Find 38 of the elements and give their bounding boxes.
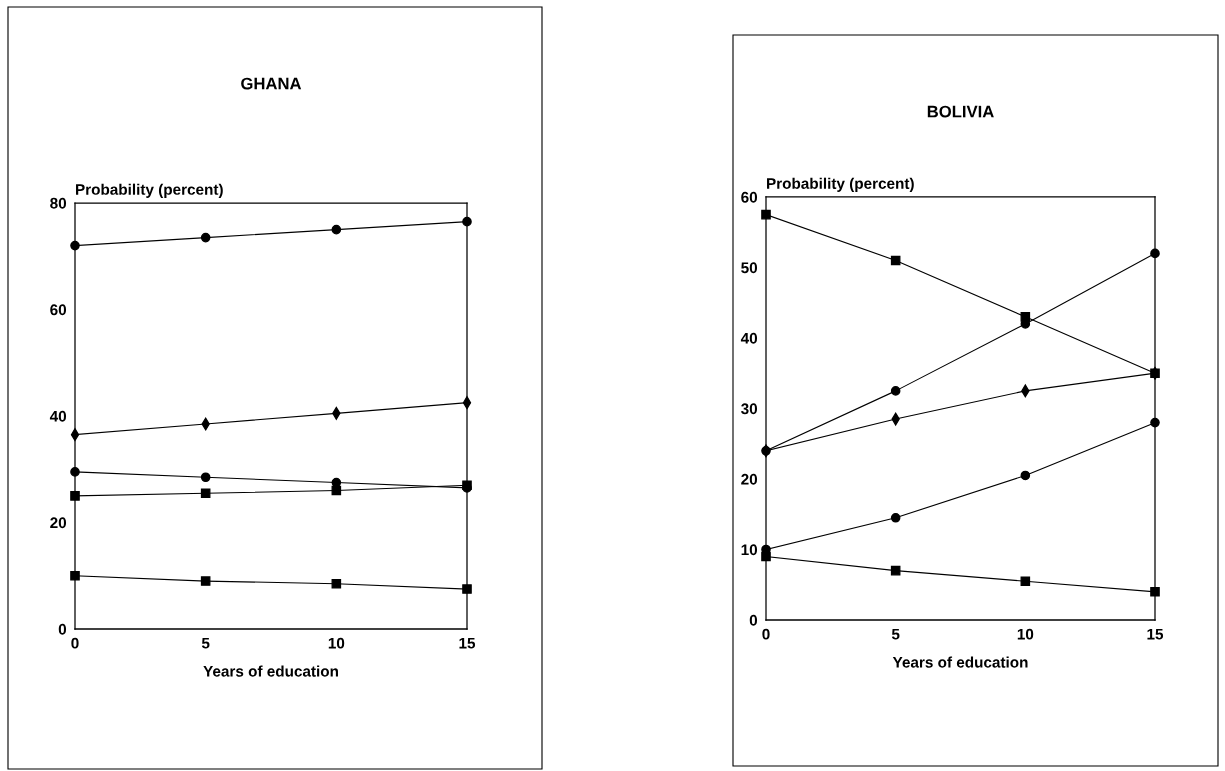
y-tick-label: 50 bbox=[741, 262, 758, 274]
y-tick-label: 60 bbox=[50, 304, 67, 316]
y-tick-label: 10 bbox=[741, 544, 758, 556]
x-axis-title: Years of education bbox=[892, 656, 1028, 668]
point bbox=[890, 255, 901, 266]
point bbox=[890, 512, 901, 523]
y-tick-label: 40 bbox=[49, 410, 67, 422]
x-tick-label: 5 bbox=[201, 637, 210, 649]
chart-title: GHANA bbox=[241, 77, 302, 90]
y-tick-label: 40 bbox=[740, 332, 758, 344]
y-tick-label: 30 bbox=[741, 403, 758, 415]
x-tick-label: 0 bbox=[71, 637, 79, 649]
point bbox=[200, 472, 211, 483]
y-tick-label: 20 bbox=[50, 517, 67, 529]
x-tick-label: 15 bbox=[1147, 628, 1164, 640]
y-axis-title: Probability (percent) bbox=[76, 183, 223, 198]
point bbox=[200, 232, 211, 243]
point bbox=[331, 485, 342, 496]
chart-title: BOLIVIA bbox=[927, 105, 994, 118]
y-tick-label: 80 bbox=[50, 197, 67, 209]
y-tick-label: 0 bbox=[749, 614, 758, 626]
point bbox=[1020, 576, 1031, 587]
x-axis-title: Years of education bbox=[203, 665, 338, 677]
point bbox=[890, 565, 901, 576]
point bbox=[200, 488, 211, 499]
point bbox=[331, 578, 342, 589]
y-tick-label: 20 bbox=[741, 473, 758, 485]
y-tick-label: 60 bbox=[741, 191, 758, 203]
point bbox=[200, 576, 211, 586]
x-tick-label: 15 bbox=[459, 637, 476, 649]
x-tick-label: 5 bbox=[891, 628, 900, 640]
y-axis-title: Probability (percent) bbox=[767, 177, 914, 192]
point bbox=[1020, 470, 1031, 481]
x-tick-label: 10 bbox=[1017, 628, 1034, 640]
point bbox=[890, 386, 901, 396]
point bbox=[331, 224, 342, 235]
x-tick-label: 0 bbox=[762, 628, 770, 640]
x-tick-label: 10 bbox=[328, 637, 345, 649]
